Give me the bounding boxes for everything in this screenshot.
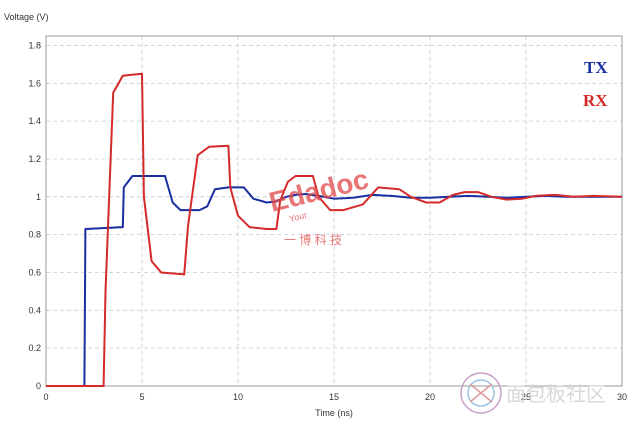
site-watermark: 面包板社区 <box>460 372 606 414</box>
x-tick-label: 30 <box>617 392 627 402</box>
x-tick-label: 25 <box>521 392 531 402</box>
x-tick-label: 10 <box>233 392 243 402</box>
y-tick-label: 1.4 <box>28 116 41 126</box>
series-lines <box>46 72 623 387</box>
x-tick-labels: 0 5 10 15 20 25 30 <box>43 392 627 402</box>
site-logo-inner-ring <box>467 379 495 407</box>
site-watermark-text: 面包板社区 <box>506 382 606 406</box>
series-line-rx <box>46 72 623 387</box>
y-tick-label: 0 <box>36 381 41 391</box>
y-tick-label: 0.8 <box>28 230 41 240</box>
x-tick-label: 0 <box>43 392 48 402</box>
y-tick-label: 1.6 <box>28 78 41 88</box>
plot-frame <box>45 35 623 387</box>
y-tick-label: 1 <box>36 192 41 202</box>
y-tick-label: 0.2 <box>28 343 41 353</box>
y-tick-labels: 0 0.2 0.4 0.6 0.8 1 1.2 1.4 1.6 1.8 <box>28 40 41 391</box>
x-tick-label: 20 <box>425 392 435 402</box>
x-tick-label: 5 <box>139 392 144 402</box>
site-logo-icon <box>460 372 502 414</box>
y-tick-label: 1.2 <box>28 154 41 164</box>
x-tick-label: 15 <box>329 392 339 402</box>
watermark-brand: Edadoc <box>266 163 372 218</box>
series-line-tx <box>46 175 622 387</box>
watermark-chinese: 一 博 科 技 <box>284 232 342 247</box>
y-tick-label: 0.4 <box>28 305 41 315</box>
y-axis-title: Voltage (V) <box>4 12 49 22</box>
site-logo-cross <box>469 383 493 403</box>
legend-tx: TX <box>584 58 608 77</box>
y-tick-label: 0.6 <box>28 267 41 277</box>
x-axis-title: Time (ns) <box>315 408 353 418</box>
grid <box>46 36 622 386</box>
legend-rx: RX <box>583 91 608 110</box>
y-tick-label: 1.8 <box>28 40 41 50</box>
watermark-tagline: Your <box>288 210 308 224</box>
